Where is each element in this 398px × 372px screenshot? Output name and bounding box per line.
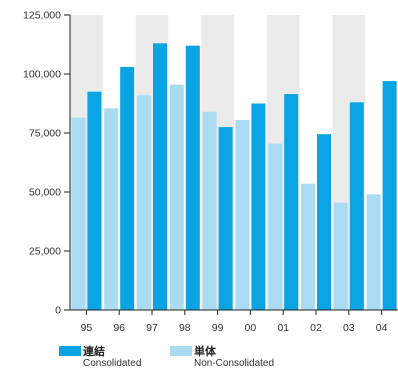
bar-nonconsolidated-01	[268, 143, 283, 310]
legend-label-nonconsolidated-jp: 単体	[194, 345, 216, 358]
bar-nonconsolidated-95	[71, 117, 86, 310]
bar-consolidated-02	[317, 134, 331, 310]
bar-consolidated-97	[153, 43, 167, 310]
legend-swatch-consolidated	[59, 346, 81, 356]
bar-consolidated-99	[218, 127, 233, 310]
y-tick-label-75000: 75,000	[29, 128, 61, 140]
bar-consolidated-04	[382, 81, 397, 310]
bar-nonconsolidated-04	[366, 194, 381, 310]
bar-nonconsolidated-97	[137, 95, 151, 311]
y-tick-label-100000: 100,000	[23, 69, 61, 81]
x-tick-label-01: 01	[277, 322, 289, 334]
y-tick-label-125000: 125,000	[23, 10, 61, 22]
legend-label-consolidated-en: Consolidated	[83, 358, 142, 369]
bar-consolidated-01	[284, 94, 299, 310]
bar-nonconsolidated-02	[301, 183, 315, 310]
bar-consolidated-96	[120, 66, 135, 310]
bar-nonconsolidated-96	[104, 108, 119, 310]
x-tick-label-03: 03	[343, 322, 355, 334]
bar-nonconsolidated-99	[202, 111, 217, 310]
x-tick-label-95: 95	[81, 322, 93, 334]
x-tick-label-97: 97	[146, 322, 158, 334]
bar-chart: 0 25,000 50,000 75,000 100,000 125,000 95 96 97 9…	[23, 10, 398, 334]
x-tick-label-96: 96	[113, 322, 125, 334]
bar-consolidated-98	[185, 45, 200, 311]
bar-nonconsolidated-03	[333, 202, 348, 310]
x-tick-label-02: 02	[310, 322, 322, 334]
legend-swatch-nonconsolidated	[170, 346, 192, 356]
bar-nonconsolidated-98	[169, 84, 184, 311]
y-tick-label-0: 0	[55, 305, 61, 317]
y-tick-label-25000: 25,000	[29, 246, 61, 258]
legend-label-nonconsolidated-en: Non-Consolidated	[194, 358, 275, 369]
y-tick-label-50000: 50,000	[29, 187, 61, 199]
legend-label-consolidated-jp: 連結	[83, 345, 105, 358]
x-tick-label-00: 00	[245, 322, 257, 334]
bar-nonconsolidated-00	[235, 120, 250, 311]
x-tick-label-99: 99	[212, 322, 224, 334]
bar-consolidated-03	[349, 102, 364, 310]
bar-consolidated-95	[87, 91, 102, 310]
bar-consolidated-00	[251, 103, 266, 310]
x-tick-label-98: 98	[179, 322, 191, 334]
x-tick-label-04: 04	[376, 322, 388, 334]
